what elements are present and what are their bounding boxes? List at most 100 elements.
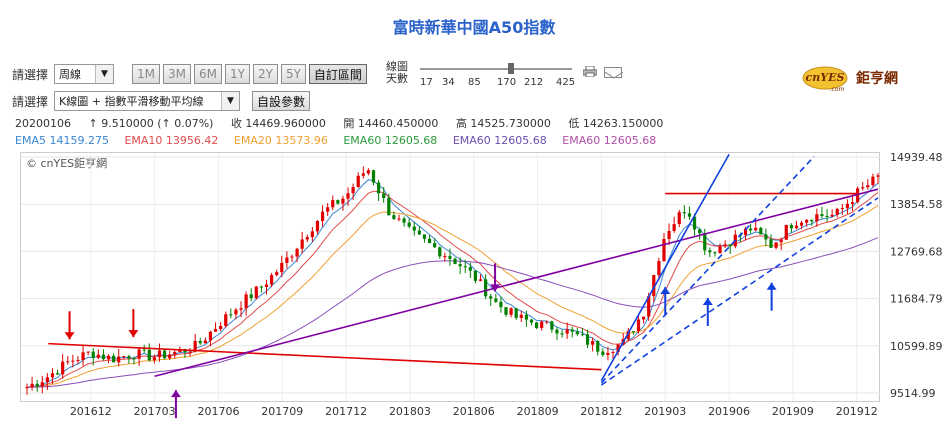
candle-body [565, 329, 569, 334]
candle-body [616, 344, 620, 353]
candle-body [703, 233, 707, 251]
candle-body [433, 243, 437, 248]
range-button-1y[interactable]: 1Y [225, 64, 250, 84]
range-button-5y[interactable]: 5Y [280, 64, 306, 84]
mail-icon[interactable] [604, 67, 624, 79]
candle-body [25, 387, 29, 389]
candle-body [371, 170, 376, 183]
slider-tick[interactable]: 85 [468, 77, 481, 88]
candle-body [540, 321, 544, 328]
candle-body [81, 352, 85, 361]
candle-body [208, 331, 213, 341]
candle-body [346, 193, 350, 199]
candle-body [275, 272, 279, 276]
custom-range-button[interactable]: 自訂區間 [308, 64, 367, 84]
slider-tick[interactable]: 170 [497, 77, 517, 88]
candle-body [290, 256, 294, 258]
candle-body [66, 361, 70, 363]
blue-dashed-trendline [600, 197, 879, 386]
candle-body [285, 257, 289, 263]
down-arrow-icon [128, 330, 139, 338]
candle-body [402, 218, 406, 223]
candle-body [147, 349, 151, 361]
slider-thumb[interactable] [508, 63, 514, 74]
slider-tick[interactable]: 212 [524, 77, 544, 88]
candle-body [794, 225, 799, 229]
range-button-3m[interactable]: 3M [163, 64, 192, 84]
candle-body [76, 360, 80, 362]
candle-body [575, 331, 579, 335]
candle-body [61, 361, 65, 375]
print-icon[interactable] [583, 66, 597, 77]
x-tick-label: 201703 [134, 405, 176, 418]
y-tick-label: 14939.48 [890, 151, 943, 164]
candle-body [769, 239, 773, 248]
candle-body [341, 198, 345, 204]
x-tick-label: 201812 [580, 405, 622, 418]
period-select-value: 周線 [59, 68, 82, 81]
candle-body [570, 329, 574, 332]
period-select[interactable]: 周線 ▼ [54, 64, 115, 84]
candle-body [213, 328, 218, 332]
ema-legend-item: EMA60 12605.68 [343, 134, 438, 147]
ema-line [26, 205, 879, 388]
candle-body [784, 224, 788, 240]
candle-body [127, 356, 131, 359]
quote-high: 高 14525.730000 [455, 117, 551, 130]
cnyes-logo[interactable]: cnYES .com 鉅亨網 [801, 65, 909, 93]
candle-body [417, 230, 421, 235]
quote-row: 20200106 ↑ 9.510000 (↑ 0.07%) 收 14469.96… [15, 115, 677, 131]
candle-body [815, 214, 819, 222]
x-tick-label: 201706 [197, 405, 239, 418]
candle-body [45, 377, 49, 383]
candle-body [193, 340, 197, 352]
blue-trendline [600, 153, 730, 381]
candle-body [106, 355, 111, 360]
range-button-2y[interactable]: 2Y [252, 64, 278, 84]
slider-tick[interactable]: 34 [442, 77, 455, 88]
custom-params-button[interactable]: 自設參數 [252, 91, 311, 111]
slider-tick[interactable]: 425 [556, 77, 576, 88]
x-tick-label: 201903 [644, 405, 686, 418]
candle-body [71, 360, 75, 362]
range-button-1m[interactable]: 1M [132, 64, 161, 84]
candle-body [361, 173, 365, 176]
candle-body [835, 208, 839, 215]
candle-body [137, 349, 141, 359]
up-arrow-icon [766, 282, 777, 290]
candle-body [749, 228, 753, 231]
candle-body [799, 222, 804, 226]
candle-body [96, 354, 100, 358]
candle-body [331, 200, 335, 208]
range-button-6m[interactable]: 6M [194, 64, 223, 84]
candle-body [157, 350, 162, 358]
slider-tick[interactable]: 17 [420, 77, 433, 88]
candle-body [162, 350, 167, 359]
candle-body [866, 185, 870, 188]
ema-legend-item: EMA10 13956.42 [124, 134, 219, 147]
candle-body [677, 212, 681, 225]
x-tick-label: 201712 [325, 405, 367, 418]
candle-body [112, 355, 116, 363]
days-slider[interactable]: 17 34 85 170 212 425 [420, 63, 580, 89]
candle-body [458, 264, 462, 267]
candle-body [264, 284, 269, 288]
candle-body [820, 214, 824, 216]
candle-body [280, 262, 284, 273]
page-title: 富時新華中國A50指數 [392, 18, 556, 37]
candle-body [830, 214, 834, 217]
y-tick-label: 11684.79 [890, 293, 943, 306]
quote-open: 開 14460.450000 [343, 117, 439, 130]
candle-body [387, 198, 391, 216]
candle-body [427, 238, 432, 244]
candle-body [555, 329, 559, 334]
candle-body [478, 279, 483, 281]
candle-body [606, 352, 610, 355]
candle-body [723, 244, 727, 247]
line-days-label-bottom: 天數 [386, 72, 408, 85]
candle-body [40, 382, 44, 387]
candle-body [641, 316, 646, 320]
indicator-select[interactable]: K線圖 + 指數平滑移動平均線 ▼ [54, 91, 241, 111]
chevron-down-icon: ▼ [95, 65, 114, 83]
